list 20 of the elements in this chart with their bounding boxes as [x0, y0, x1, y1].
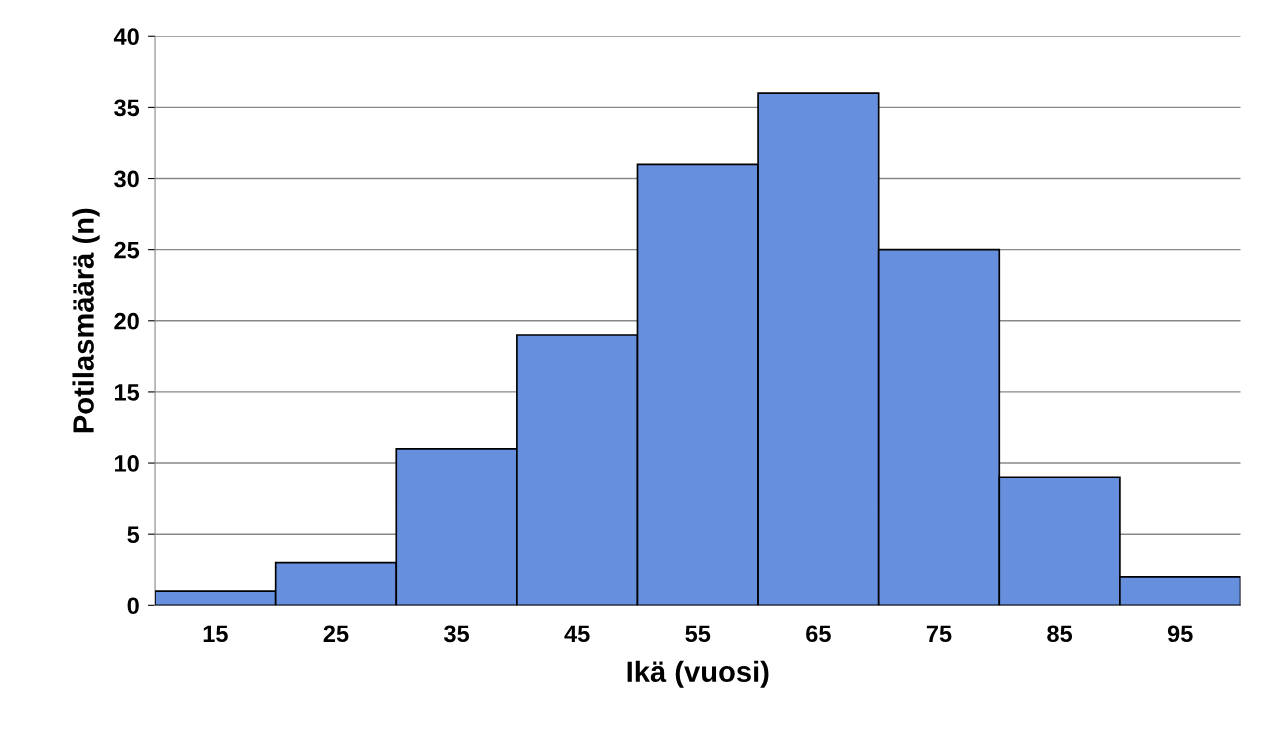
y-tick-label: 40 [113, 28, 139, 46]
x-axis-title: Ikä (vuosi) [627, 660, 769, 688]
x-tick-label: 15 [203, 625, 228, 643]
x-tick-label: 35 [443, 625, 470, 643]
x-tick-label: 25 [323, 625, 349, 643]
y-tick-label: 5 [127, 526, 140, 543]
y-axis-title: Potilasmäärä (n) [72, 208, 100, 433]
y-tick-label: 20 [114, 312, 139, 330]
y-tick-label: 15 [115, 384, 140, 401]
x-tick-label: 95 [1167, 625, 1193, 643]
x-tick-label: 45 [564, 625, 590, 643]
x-tick-label: 65 [806, 625, 831, 643]
y-tick-label: 10 [115, 455, 139, 472]
y-tick-label: 0 [127, 597, 139, 615]
x-tick-label: 75 [926, 625, 952, 643]
x-tick-label: 85 [1047, 625, 1073, 643]
y-tick-label: 25 [114, 241, 140, 259]
y-tick-label: 35 [114, 99, 140, 117]
x-tick-label: 55 [685, 625, 711, 643]
y-tick-label: 30 [114, 170, 139, 188]
